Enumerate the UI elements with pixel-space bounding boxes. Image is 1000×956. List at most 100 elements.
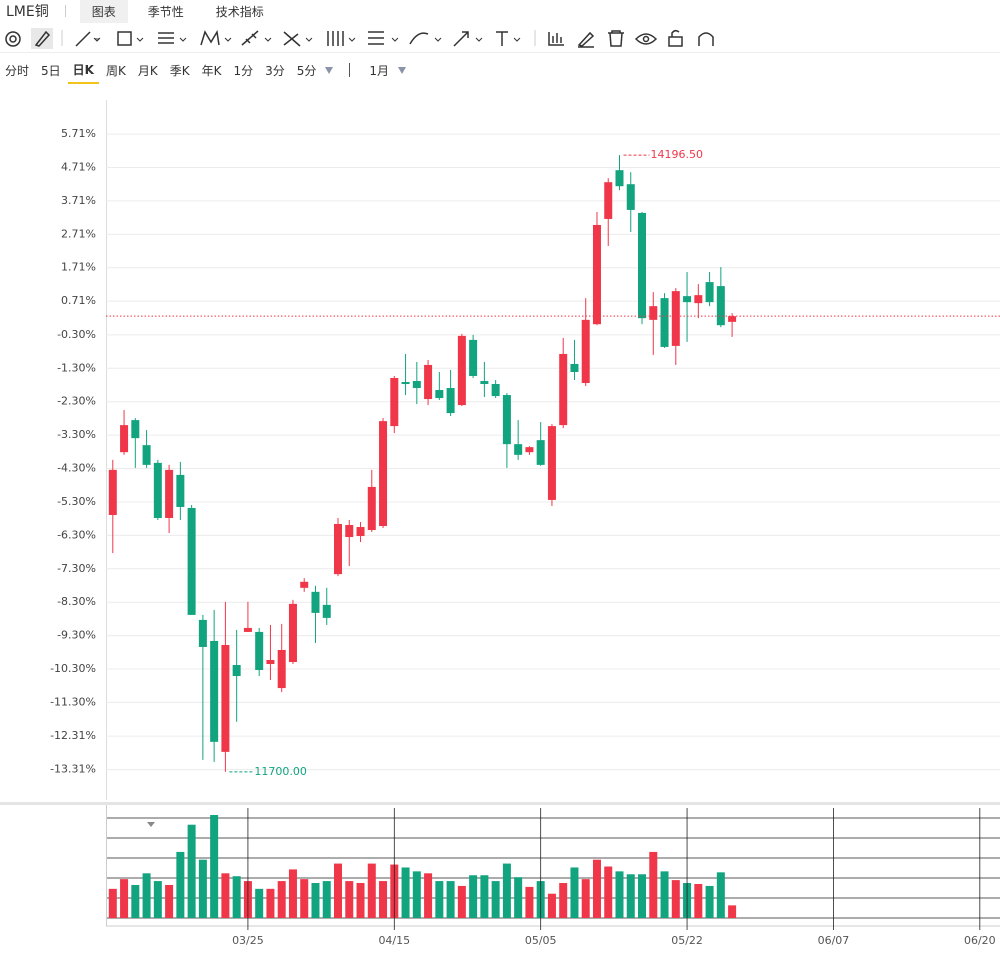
toolbar <box>0 28 1000 53</box>
y-tick-label: -2.30% <box>57 395 96 408</box>
candle-body <box>187 507 196 615</box>
y-tick-label: -6.30% <box>57 528 96 541</box>
y-tick-label: -13.31% <box>50 763 96 776</box>
dropdown-arrow[interactable] <box>325 66 334 74</box>
tool-icon[interactable] <box>158 32 187 44</box>
candle-body <box>277 649 286 689</box>
volume-bar <box>379 881 388 918</box>
candle-body <box>502 395 511 445</box>
candle-body <box>367 486 376 531</box>
period-option[interactable]: 3分 <box>265 63 285 78</box>
volume-bar <box>671 880 680 918</box>
tool-icon[interactable] <box>668 29 683 47</box>
period-option[interactable]: 周K <box>105 63 126 78</box>
tool-icon[interactable] <box>200 29 232 46</box>
tool-icon[interactable] <box>698 32 714 46</box>
tab[interactable]: 图表 <box>79 0 128 23</box>
tab[interactable]: 技术指标 <box>215 4 264 19</box>
dropdown-arrow[interactable] <box>398 66 407 74</box>
volume-bar <box>626 874 635 918</box>
y-tick-label: -9.30% <box>57 629 96 642</box>
candle-body <box>660 298 669 347</box>
period-option[interactable]: 日K <box>67 57 99 84</box>
period-option[interactable]: 1月 <box>369 63 390 78</box>
volume-bar <box>210 815 219 918</box>
candle-body <box>694 295 703 304</box>
tool-icon[interactable] <box>241 30 272 46</box>
candle-body <box>626 184 635 210</box>
volume-bar <box>108 888 117 918</box>
candle-body <box>266 660 275 665</box>
candle-body <box>120 425 129 453</box>
volume-bar <box>581 879 590 918</box>
tool-icon[interactable] <box>453 31 483 47</box>
tool-icon[interactable] <box>409 32 442 45</box>
y-tick-label: 0.71% <box>61 294 96 307</box>
candle-body <box>716 286 725 326</box>
candle-body <box>131 420 140 439</box>
separator <box>349 63 351 77</box>
tool-icon[interactable] <box>75 31 101 47</box>
y-tick-label: -7.30% <box>57 562 96 575</box>
volume-bar <box>728 905 737 918</box>
volume-bar <box>502 863 511 918</box>
y-tick-label: 1.71% <box>61 261 96 274</box>
volume-bar <box>165 884 174 918</box>
tool-icon[interactable] <box>496 31 521 46</box>
period-option[interactable]: 1分 <box>233 63 254 78</box>
candle-body <box>401 382 410 385</box>
tool-icon[interactable] <box>283 31 313 47</box>
tool-icon[interactable] <box>548 32 564 46</box>
tool-icon[interactable] <box>634 33 658 45</box>
volume-bar <box>255 888 264 918</box>
tool-icon[interactable] <box>577 31 595 48</box>
y-tick-label: -12.31% <box>50 729 96 742</box>
candle-body <box>615 170 624 187</box>
candle-body <box>536 440 545 465</box>
volume-bar <box>334 863 342 918</box>
period-bar: 分时 5日 日K 周K 月K 季K 年K 1分 3分 5分 1月 <box>0 56 1000 84</box>
y-tick-label: 4.71% <box>61 160 96 173</box>
candle-body <box>683 296 692 303</box>
candle-body <box>142 445 151 465</box>
period-option[interactable]: 5日 <box>41 63 61 78</box>
candle-body <box>559 353 568 426</box>
volume-bar <box>480 875 489 918</box>
candle-body <box>345 525 354 538</box>
volume-bar <box>131 884 140 918</box>
volume-bar <box>604 866 613 918</box>
candle-body <box>255 631 264 671</box>
period-option[interactable]: 分时 <box>5 63 30 78</box>
period-option[interactable]: 季K <box>169 63 190 78</box>
candle-body <box>547 426 556 500</box>
instrument-name: LME铜 <box>6 4 49 20</box>
y-tick-label: 3.71% <box>61 194 96 207</box>
period-option[interactable]: 月K <box>137 63 158 78</box>
tool-icon[interactable] <box>368 31 399 45</box>
tool-icon[interactable] <box>117 31 144 46</box>
candle-body <box>446 388 455 414</box>
y-tick-label: -4.30% <box>57 462 96 475</box>
volume-bar <box>277 881 286 918</box>
candle-body <box>592 224 601 325</box>
candle-body <box>356 527 365 537</box>
volume-bar <box>356 883 365 918</box>
candle-body <box>525 447 534 453</box>
candle-body <box>176 474 185 507</box>
volume-bar <box>446 881 455 918</box>
candle-body <box>469 339 478 376</box>
period-option[interactable]: 5分 <box>296 63 317 78</box>
candle-body <box>322 604 331 618</box>
tool-icon[interactable] <box>31 28 53 49</box>
tool-icon[interactable] <box>5 31 21 47</box>
period-option[interactable]: 年K <box>201 63 222 78</box>
tool-icon[interactable] <box>327 31 356 46</box>
volume-bar <box>288 869 297 918</box>
volume-bar <box>660 871 669 918</box>
tab[interactable]: 季节性 <box>147 4 184 19</box>
volume-bar <box>142 873 151 918</box>
tool-icon[interactable] <box>608 30 624 47</box>
max-label: 14196.50 <box>651 148 704 161</box>
